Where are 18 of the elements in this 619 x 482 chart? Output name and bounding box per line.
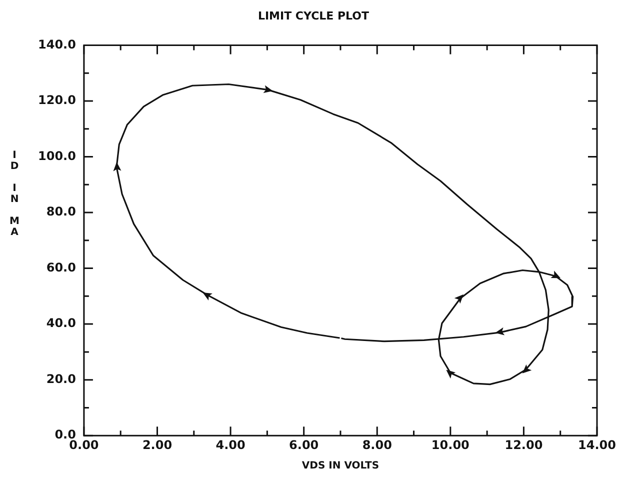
y-tick-label: 80.0 bbox=[46, 204, 76, 219]
x-axis-title: VDS IN VOLTS bbox=[302, 460, 380, 472]
y-tick-label: 120.0 bbox=[38, 93, 76, 108]
x-tick-label: 12.00 bbox=[504, 438, 543, 452]
x-tick-label: 8.00 bbox=[362, 438, 392, 452]
x-tick-label: 10.00 bbox=[431, 438, 470, 452]
y-tick-label: 20.0 bbox=[46, 372, 76, 386]
y-axis-title: ID IN MA bbox=[8, 150, 20, 238]
y-tick-label: 60.0 bbox=[46, 260, 76, 274]
x-tick-label: 6.00 bbox=[289, 438, 319, 452]
chart-title: LIMIT CYCLE PLOT bbox=[258, 9, 370, 22]
y-tick-label: 40.0 bbox=[46, 316, 76, 330]
y-tick-label: 140.0 bbox=[38, 37, 76, 52]
x-tick-label: 14.00 bbox=[578, 438, 616, 452]
x-tick-label: 4.00 bbox=[216, 438, 246, 452]
x-tick-label: 0.00 bbox=[69, 438, 99, 452]
x-tick-label: 2.00 bbox=[142, 438, 172, 452]
y-tick-label: 100.0 bbox=[38, 148, 76, 163]
